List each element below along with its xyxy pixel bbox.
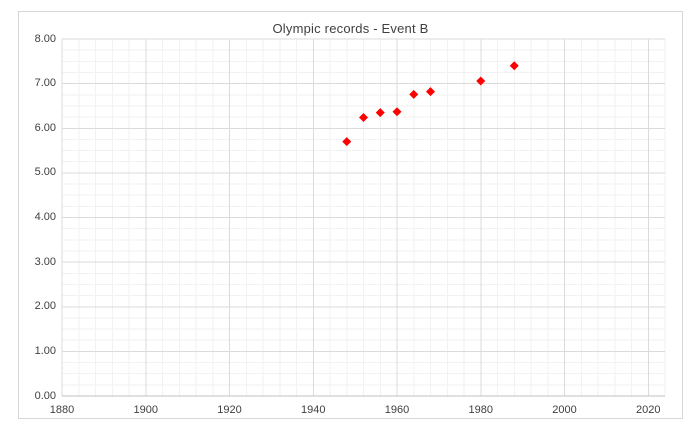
series-event-b — [342, 61, 519, 147]
y-tick-label: 0.00 — [34, 389, 56, 402]
x-tick-label: 2020 — [636, 404, 661, 416]
y-tick-label: 2.00 — [34, 300, 56, 313]
x-tick-label: 1960 — [384, 404, 410, 416]
data-point — [359, 113, 368, 123]
data-point — [426, 87, 435, 97]
y-tick-label: 7.00 — [34, 77, 56, 90]
data-point — [409, 89, 419, 99]
x-tick-label: 1980 — [468, 404, 493, 416]
x-tick-label: 1940 — [301, 404, 326, 416]
data-point — [476, 76, 486, 86]
y-tick-label: 8.00 — [34, 32, 56, 45]
y-tick-label: 3.00 — [34, 255, 56, 268]
x-tick-label: 1880 — [49, 404, 75, 416]
chart-title: Olympic records - Event B — [272, 21, 429, 36]
data-point — [509, 61, 519, 71]
x-tick-label: 1920 — [217, 404, 242, 416]
x-tick-label: 2000 — [552, 404, 577, 416]
data-point — [392, 107, 402, 117]
data-point — [342, 137, 352, 147]
y-tick-label: 5.00 — [34, 166, 56, 179]
y-tick-label: 1.00 — [34, 344, 56, 357]
y-tick-label: 4.00 — [34, 211, 56, 223]
y-tick-label: 6.00 — [34, 121, 56, 134]
x-tick-label: 1900 — [133, 404, 158, 416]
data-point — [375, 108, 385, 118]
